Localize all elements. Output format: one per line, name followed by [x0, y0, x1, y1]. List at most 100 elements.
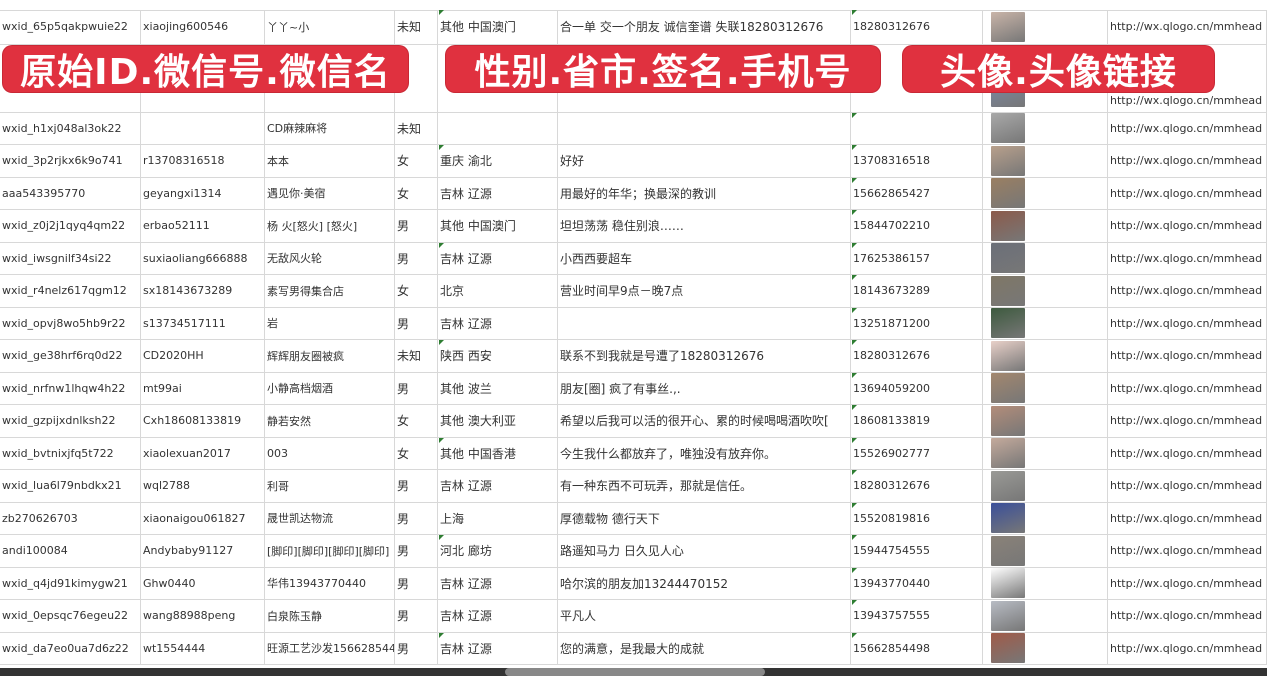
cell-url[interactable]: http://wx.qlogo.cn/mmhead	[1108, 502, 1267, 534]
cell-sign[interactable]: 您的满意，是我最大的成就	[558, 632, 851, 664]
cell-name[interactable]: 本本	[265, 145, 395, 177]
cell-avatar[interactable]	[983, 112, 1108, 144]
cell-id[interactable]: wxid_opvj8wo5hb9r22	[0, 307, 141, 339]
cell-name[interactable]: 素写男得集合店	[265, 275, 395, 307]
cell-avatar[interactable]	[983, 470, 1108, 502]
cell-url[interactable]: http://wx.qlogo.cn/mmhead	[1108, 210, 1267, 242]
cell-phone[interactable]: 15662854498	[851, 632, 983, 664]
cell-id[interactable]: wxid_iwsgnilf34si22	[0, 242, 141, 274]
cell-phone[interactable]: 13943770440	[851, 567, 983, 599]
cell-avatar[interactable]	[983, 502, 1108, 534]
cell-phone[interactable]: 15526902777	[851, 437, 983, 469]
cell-url[interactable]: http://wx.qlogo.cn/mmhead	[1108, 340, 1267, 372]
cell-sex[interactable]: 男	[395, 307, 438, 339]
cell-wx[interactable]: xiaonaigou061827	[141, 502, 265, 534]
cell-sex[interactable]: 未知	[395, 340, 438, 372]
cell-sign[interactable]: 营业时间早9点－晚7点	[558, 275, 851, 307]
cell-sex[interactable]: 未知	[395, 112, 438, 144]
cell-wx[interactable]: sx18143673289	[141, 275, 265, 307]
cell-sign[interactable]	[558, 307, 851, 339]
cell-id[interactable]: wxid_da7eo0ua7d6z22	[0, 632, 141, 664]
cell-name[interactable]: 旺源工艺沙发15662854498	[265, 632, 395, 664]
cell-sex[interactable]	[395, 44, 438, 112]
cell-name[interactable]: CD麻辣麻将	[265, 112, 395, 144]
cell-name[interactable]: 晟世凯达物流	[265, 502, 395, 534]
cell-sex[interactable]: 男	[395, 567, 438, 599]
cell-wx[interactable]: suxiaoliang666888	[141, 242, 265, 274]
cell-region[interactable]: 其他 澳大利亚	[438, 405, 558, 437]
cell-id[interactable]: wxid_z0j2j1qyq4qm22	[0, 210, 141, 242]
cell-sex[interactable]: 男	[395, 372, 438, 404]
cell-phone[interactable]: 15520819816	[851, 502, 983, 534]
cell-phone[interactable]: 13694059200	[851, 372, 983, 404]
cell-wx[interactable]: CD2020HH	[141, 340, 265, 372]
cell-avatar[interactable]	[983, 372, 1108, 404]
cell-wx[interactable]: r13708316518	[141, 145, 265, 177]
cell-url[interactable]: http://wx.qlogo.cn/mmhead	[1108, 307, 1267, 339]
cell-sex[interactable]: 男	[395, 632, 438, 664]
cell-region[interactable]: 其他 中国澳门	[438, 210, 558, 242]
cell-wx[interactable]: Andybaby91127	[141, 535, 265, 567]
cell-sign[interactable]: 小西西要超车	[558, 242, 851, 274]
cell-region[interactable]: 重庆 渝北	[438, 145, 558, 177]
cell-region[interactable]: 吉林 辽源	[438, 177, 558, 209]
cell-sign[interactable]: 平凡人	[558, 600, 851, 632]
cell-name[interactable]: 岩	[265, 307, 395, 339]
cell-url[interactable]: http://wx.qlogo.cn/mmhead	[1108, 275, 1267, 307]
cell-wx[interactable]: s13734517111	[141, 307, 265, 339]
cell-id[interactable]: zb270626703	[0, 502, 141, 534]
cell-phone[interactable]: 15662865427	[851, 177, 983, 209]
cell-name[interactable]: 华伟13943770440	[265, 567, 395, 599]
cell-wx[interactable]: wang88988peng	[141, 600, 265, 632]
cell-sign[interactable]: 哈尔滨的朋友加13244470152	[558, 567, 851, 599]
cell-id[interactable]: wxid_nrfnw1lhqw4h22	[0, 372, 141, 404]
cell-sign[interactable]: 路遥知马力 日久见人心	[558, 535, 851, 567]
cell-sign[interactable]: 联系不到我就是号遭了18280312676	[558, 340, 851, 372]
cell-id[interactable]: wxid_3p2rjkx6k9o741	[0, 145, 141, 177]
cell-id[interactable]: wxid_gzpijxdnlksh22	[0, 405, 141, 437]
cell-sign[interactable]: 坦坦荡荡 稳住别浪……	[558, 210, 851, 242]
cell-sex[interactable]: 女	[395, 405, 438, 437]
horizontal-scrollbar[interactable]	[505, 668, 765, 676]
cell-avatar[interactable]	[983, 340, 1108, 372]
cell-wx[interactable]: wt1554444	[141, 632, 265, 664]
cell-phone[interactable]: 18608133819	[851, 405, 983, 437]
cell-id[interactable]: wxid_ge38hrf6rq0d22	[0, 340, 141, 372]
cell-name[interactable]: 丫丫~小	[265, 10, 395, 44]
cell-name[interactable]: 杨 火[怒火] [怒火]	[265, 210, 395, 242]
cell-url[interactable]: http://wx.qlogo.cn/mmhead	[1108, 567, 1267, 599]
cell-id[interactable]: aaa543395770	[0, 177, 141, 209]
cell-avatar[interactable]	[983, 307, 1108, 339]
cell-name[interactable]: [脚印][脚印][脚印][脚印]	[265, 535, 395, 567]
cell-sex[interactable]: 女	[395, 437, 438, 469]
cell-sex[interactable]: 男	[395, 502, 438, 534]
cell-avatar[interactable]	[983, 242, 1108, 274]
cell-sign[interactable]: 今生我什么都放弃了，唯独没有放弃你。	[558, 437, 851, 469]
cell-sign[interactable]: 厚德载物 德行天下	[558, 502, 851, 534]
cell-wx[interactable]: erbao52111	[141, 210, 265, 242]
cell-region[interactable]: 吉林 辽源	[438, 600, 558, 632]
cell-phone[interactable]: 13943757555	[851, 600, 983, 632]
cell-name[interactable]: 静若安然	[265, 405, 395, 437]
cell-id[interactable]: wxid_bvtnixjfq5t722	[0, 437, 141, 469]
cell-phone[interactable]: 18143673289	[851, 275, 983, 307]
cell-id[interactable]: wxid_65p5qakpwuie22	[0, 10, 141, 44]
cell-sex[interactable]: 未知	[395, 10, 438, 44]
cell-region[interactable]: 其他 中国澳门	[438, 10, 558, 44]
cell-name[interactable]: 利哥	[265, 470, 395, 502]
cell-avatar[interactable]	[983, 535, 1108, 567]
cell-url[interactable]: http://wx.qlogo.cn/mmhead	[1108, 535, 1267, 567]
cell-sign[interactable]	[558, 112, 851, 144]
cell-wx[interactable]: Ghw0440	[141, 567, 265, 599]
cell-sex[interactable]: 男	[395, 210, 438, 242]
cell-sign[interactable]: 希望以后我可以活的很开心、累的时候喝喝酒吹吹[	[558, 405, 851, 437]
cell-sign[interactable]: 好好	[558, 145, 851, 177]
cell-phone[interactable]: 13251871200	[851, 307, 983, 339]
cell-avatar[interactable]	[983, 210, 1108, 242]
cell-id[interactable]: wxid_lua6l79nbdkx21	[0, 470, 141, 502]
cell-phone[interactable]: 15844702210	[851, 210, 983, 242]
cell-avatar[interactable]	[983, 177, 1108, 209]
cell-sex[interactable]: 女	[395, 275, 438, 307]
cell-region[interactable]: 陕西 西安	[438, 340, 558, 372]
cell-sign[interactable]: 合一单 交一个朋友 诚信奎谱 失联18280312676	[558, 10, 851, 44]
